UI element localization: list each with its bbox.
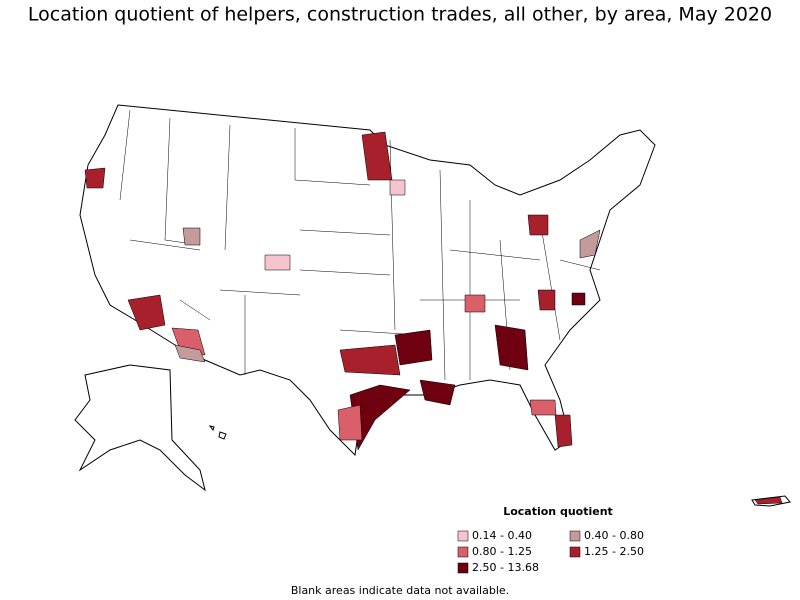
legend-label: 2.50 - 13.68 [472, 561, 539, 574]
map-area [529, 399, 557, 416]
title: Location quotient of helpers, constructi… [28, 4, 772, 26]
legend-items: 0.14 - 0.40 0.40 - 0.80 0.80 - 1.25 1.25 - … [457, 529, 644, 574]
map-area [419, 379, 456, 406]
map [74, 104, 791, 507]
map-area [339, 344, 401, 376]
map-area [127, 294, 166, 331]
map-area [571, 292, 586, 306]
map-area [264, 254, 291, 271]
map-area [349, 384, 411, 451]
map-area [537, 289, 556, 311]
legend-swatch [457, 530, 469, 542]
legend-swatch [569, 530, 581, 542]
map-area [394, 329, 433, 366]
legend-label: 1.25 - 2.50 [584, 545, 644, 558]
map-area [527, 214, 549, 236]
legend-label: 0.80 - 1.25 [472, 545, 532, 558]
map-area [554, 414, 573, 448]
hawaii [208, 425, 227, 440]
legend-label: 0.14 - 0.40 [472, 529, 532, 542]
map-area [464, 294, 486, 313]
map-area [174, 344, 206, 363]
map-area [337, 404, 363, 441]
map-area [494, 324, 529, 371]
legend-label: 0.40 - 0.80 [584, 529, 644, 542]
alaska [74, 364, 206, 492]
map-area [182, 227, 201, 246]
map-area [579, 229, 601, 259]
legend-swatch [569, 546, 581, 558]
legend-swatch [457, 562, 469, 574]
map-area [389, 179, 406, 196]
map-area [84, 167, 106, 189]
legend-swatch [457, 546, 469, 558]
note: Blank areas indicate data not available. [291, 584, 509, 597]
legend-title: Location quotient [503, 505, 613, 518]
map-area [754, 496, 783, 505]
legend: Location quotient 0.14 - 0.40 0.40 - 0.80… [457, 505, 644, 574]
